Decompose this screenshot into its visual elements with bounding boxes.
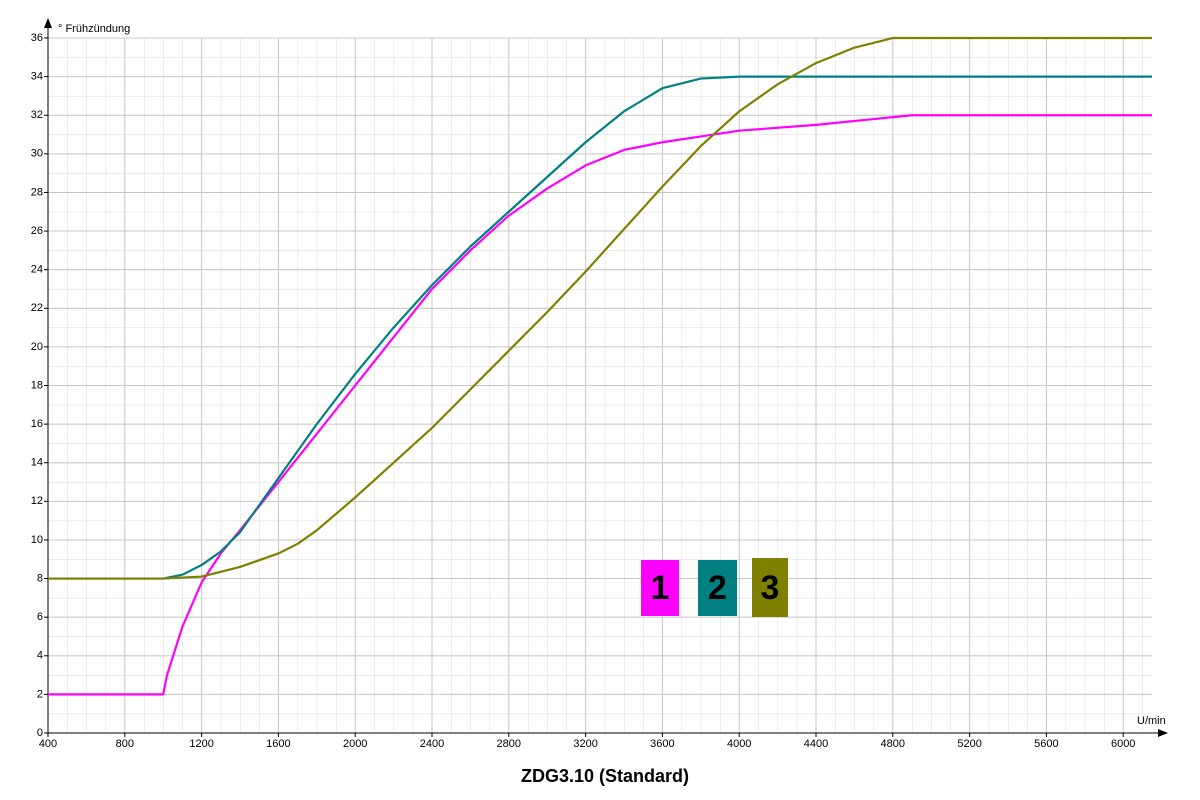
- y-tick-label: 32: [31, 109, 43, 121]
- legend-label: 2: [708, 569, 727, 607]
- legend-swatch: [698, 560, 737, 616]
- y-tick-label: 34: [31, 71, 43, 83]
- y-tick-label: 16: [31, 418, 43, 430]
- x-tick-label: 3200: [573, 738, 597, 750]
- y-tick-label: 14: [31, 457, 43, 469]
- chart-title: ZDG3.10 (Standard): [521, 766, 689, 786]
- x-tick-label: 3600: [650, 738, 674, 750]
- y-tick-label: 22: [31, 302, 43, 314]
- legend-item: 2: [698, 560, 737, 616]
- series-line: [48, 75, 1152, 580]
- x-tick-label: 4000: [727, 738, 751, 750]
- x-axis-label: U/min: [1137, 715, 1166, 727]
- y-tick-label: 26: [31, 225, 43, 237]
- y-tick-label: 28: [31, 186, 43, 198]
- x-tick-label: 4400: [804, 738, 828, 750]
- y-axis-label: ° Frühzündung: [58, 23, 130, 35]
- x-tick-label: 2000: [343, 738, 367, 750]
- x-tick-label: 800: [116, 738, 134, 750]
- y-tick-label: 6: [37, 611, 43, 623]
- x-tick-label: 6000: [1111, 738, 1135, 750]
- legend-item: 1: [641, 560, 679, 616]
- x-tick-label: 2800: [497, 738, 521, 750]
- y-axis-arrow: [44, 18, 52, 28]
- x-axis-arrow: [1158, 729, 1168, 737]
- series-line: [48, 36, 1152, 580]
- y-tick-label: 18: [31, 379, 43, 391]
- x-tick-label: 5200: [957, 738, 981, 750]
- y-tick-label: 8: [37, 572, 43, 584]
- y-tick-label: 2: [37, 688, 43, 700]
- x-tick-label: 1600: [266, 738, 290, 750]
- y-tick-label: 20: [31, 341, 43, 353]
- y-tick-label: 24: [31, 264, 43, 276]
- x-tick-label: 400: [39, 738, 57, 750]
- x-tick-label: 5600: [1034, 738, 1058, 750]
- x-tick-label: 2400: [420, 738, 444, 750]
- legend-label: 1: [651, 569, 670, 607]
- x-tick-label: 4800: [881, 738, 905, 750]
- x-tick-label: 1200: [189, 738, 213, 750]
- legend-item: 3: [752, 558, 788, 617]
- y-tick-label: 12: [31, 495, 43, 507]
- legend-swatch: [752, 558, 788, 617]
- series-line: [48, 114, 1152, 696]
- legend-label: 3: [761, 569, 780, 607]
- y-tick-label: 10: [31, 534, 43, 546]
- y-tick-label: 0: [37, 727, 43, 739]
- legend-swatch: [641, 560, 679, 616]
- y-tick-label: 30: [31, 148, 43, 160]
- y-tick-label: 4: [37, 650, 43, 662]
- y-tick-label: 36: [31, 32, 43, 44]
